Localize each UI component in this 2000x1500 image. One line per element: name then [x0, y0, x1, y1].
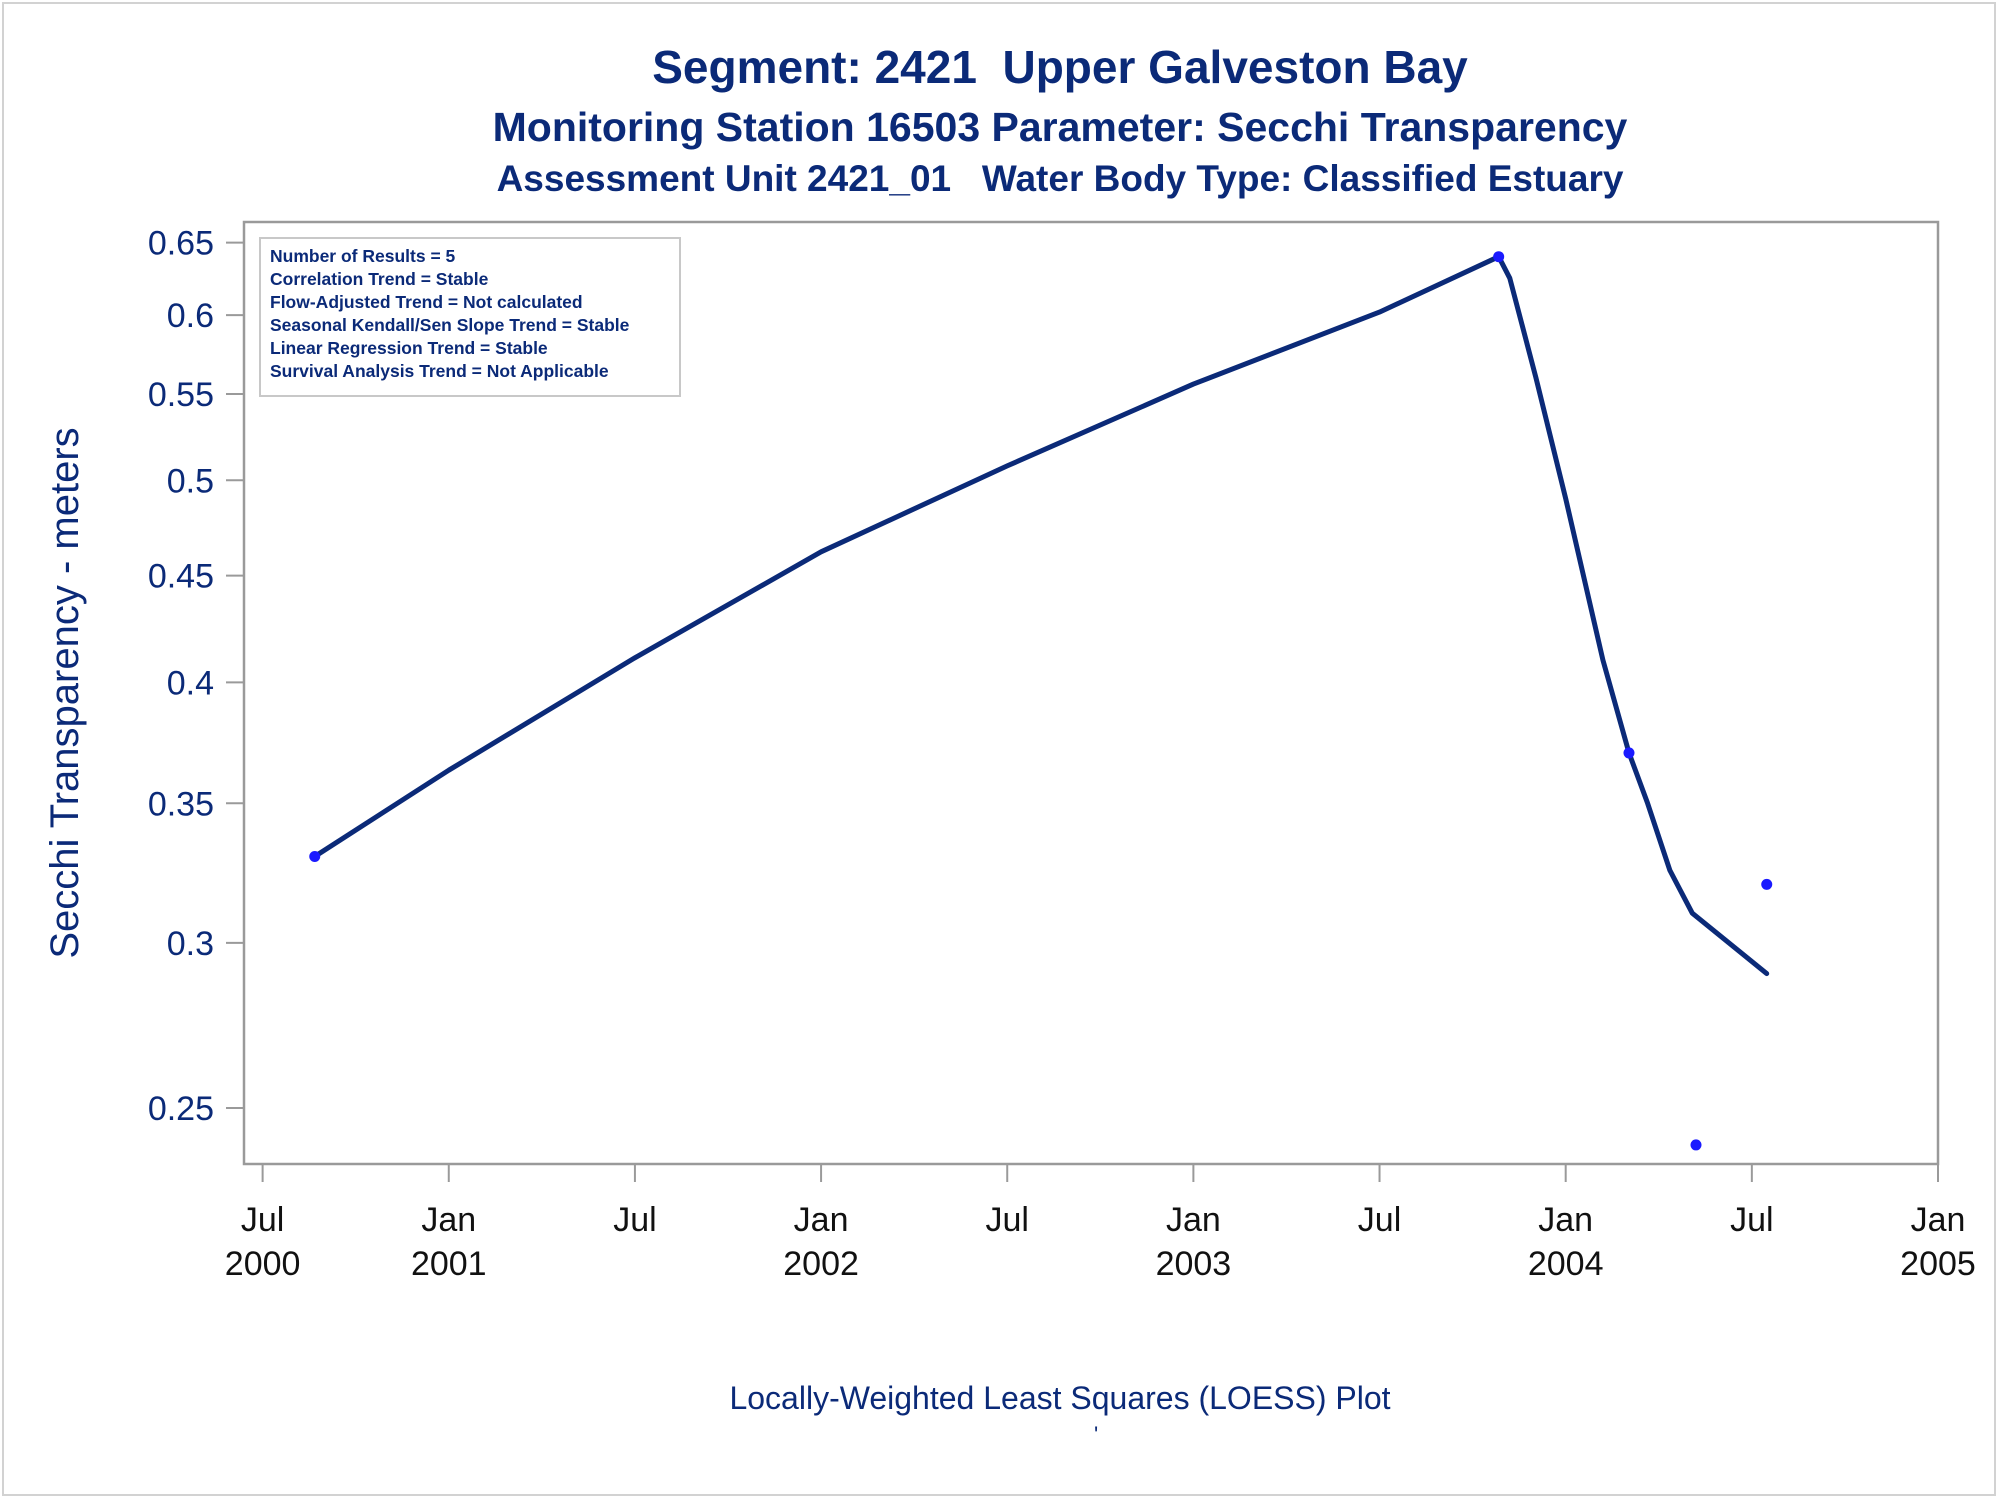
y-tick-label: 0.3	[167, 925, 214, 963]
x-tick-year-label: 2003	[1156, 1245, 1232, 1283]
x-tick-year-label: 2002	[783, 1245, 859, 1283]
x-tick-month-label: Jul	[985, 1201, 1028, 1239]
y-tick-label: 0.6	[167, 297, 214, 335]
loess-fit-line	[312, 254, 1770, 977]
y-tick-label: 0.5	[167, 462, 214, 500]
x-tick-year-label: 2005	[1900, 1245, 1976, 1283]
x-tick-month-label: Jan	[421, 1201, 476, 1239]
x-tick-month-label: Jan	[1166, 1201, 1221, 1239]
x-tick-year-label: 2000	[225, 1245, 301, 1283]
x-tick-month-label: Jan	[794, 1201, 849, 1239]
x-tick-month-label: Jul	[1358, 1201, 1401, 1239]
plot-frame	[242, 220, 1940, 1166]
observed-point	[1493, 251, 1505, 263]
y-tick-label: 0.4	[167, 664, 214, 702]
y-tick-label: 0.35	[148, 785, 214, 823]
observed-point	[1690, 1139, 1702, 1151]
y-tick-label: 0.45	[148, 558, 214, 596]
stats-box-line: Linear Regression Trend = Stable	[270, 338, 548, 358]
plot-area: 0.25 0.3 0.35 0.4 0.45 0.5 0.55 0.6 0.65 Jul 2000 J…	[43, 220, 1976, 1283]
y-axis-label: Secchi Transparency - meters	[43, 427, 87, 958]
stats-box-line: Flow-Adjusted Trend = Not calculated	[270, 292, 583, 312]
y-tick-label: 0.65	[148, 225, 214, 263]
chart-subtitle-assessment: Assessment Unit 2421_01 Water Body Type:…	[496, 158, 1624, 199]
x-tick-month-label: Jul	[241, 1201, 284, 1239]
chart-title: Segment: 2421 Upper Galveston Bay	[652, 41, 1468, 93]
observed-point	[309, 851, 321, 863]
x-tick-month-label: Jul	[613, 1201, 656, 1239]
x-tick-year-label: 2004	[1528, 1245, 1604, 1283]
footnote-mark: '	[1094, 1422, 1099, 1447]
x-tick-month-label: Jan	[1538, 1201, 1593, 1239]
y-tick-label: 0.25	[148, 1090, 214, 1128]
y-tick-label: 0.55	[148, 376, 214, 414]
observed-point	[1623, 747, 1635, 759]
footnote: Locally-Weighted Least Squares (LOESS) P…	[729, 1380, 1391, 1416]
stats-box-line: Survival Analysis Trend = Not Applicable	[270, 361, 609, 381]
x-tick-month-label: Jan	[1911, 1201, 1966, 1239]
stats-box-line: Number of Results = 5	[270, 246, 456, 266]
chart-subtitle-station: Monitoring Station 16503 Parameter: Secc…	[492, 104, 1628, 150]
x-tick-year-label: 2001	[411, 1245, 487, 1283]
x-tick-month-label: Jul	[1730, 1201, 1773, 1239]
observed-point	[1761, 878, 1773, 890]
stats-box	[259, 237, 681, 397]
stats-box-line: Correlation Trend = Stable	[270, 269, 489, 289]
stats-box-line: Seasonal Kendall/Sen Slope Trend = Stabl…	[270, 315, 630, 335]
